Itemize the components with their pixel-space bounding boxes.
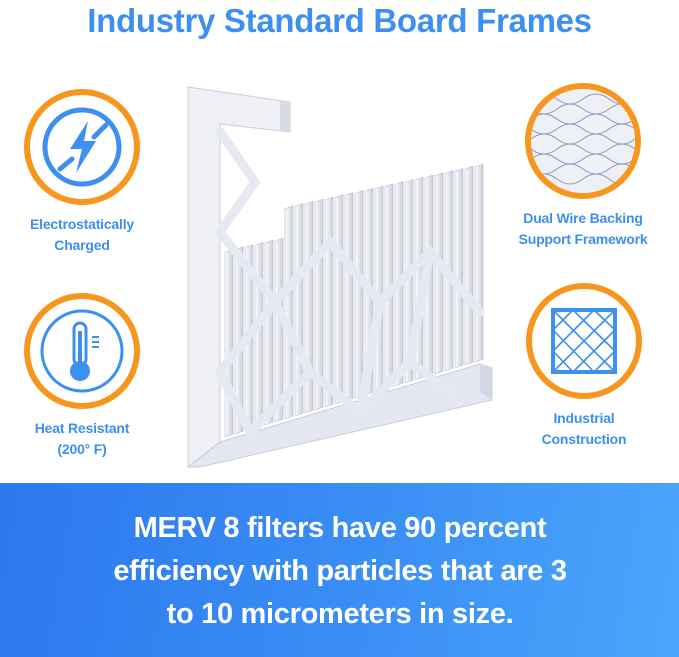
filter-pleat	[344, 192, 354, 402]
grid-frame-icon	[526, 283, 642, 399]
filter-pleat	[234, 246, 244, 435]
feature-label: Dual Wire Backing	[523, 210, 643, 226]
info-banner: MERV 8 filters have 90 percent efficienc…	[0, 483, 679, 657]
thermometer-icon	[24, 293, 140, 409]
feature-heat-resistant: Heat Resistant (200° F)	[0, 293, 167, 460]
filter-pleat	[284, 205, 294, 420]
filter-pleat	[264, 239, 274, 426]
filter-pleat	[254, 241, 264, 429]
banner-line: MERV 8 filters have 90 percent	[133, 512, 547, 544]
filter-pleat	[224, 248, 234, 438]
filter-pleat	[374, 185, 384, 393]
filter-pleat	[474, 163, 484, 363]
filter-pleat	[334, 194, 344, 405]
banner-line: efficiency with particles that are 3	[113, 555, 567, 587]
filter-pleat	[454, 167, 464, 369]
lightning-bolt-icon	[24, 89, 140, 205]
filter-pleat	[354, 189, 364, 399]
filter-pleat	[464, 165, 474, 366]
banner-line: to 10 micrometers in size.	[166, 598, 514, 630]
feature-electrostatic: Electrostatically Charged	[0, 89, 167, 256]
air-filter-image	[186, 86, 493, 469]
filter-pleat	[434, 172, 444, 375]
page-title: Industry Standard Board Frames	[87, 2, 592, 39]
feature-label: Charged	[54, 237, 110, 253]
feature-label: Construction	[541, 431, 627, 447]
feature-label: Electrostatically	[30, 216, 134, 232]
filter-pleat	[384, 183, 394, 390]
feature-label: Support Framework	[518, 231, 648, 247]
feature-label: Heat Resistant	[34, 420, 130, 436]
filter-pleat	[274, 237, 284, 423]
feature-industrial: Industrial Construction	[499, 283, 669, 450]
wire-mesh-photo	[525, 83, 641, 199]
feature-label: (200° F)	[57, 441, 107, 457]
feature-dual-wire: Dual Wire Backing Support Framework	[498, 83, 668, 250]
feature-label: Industrial	[553, 410, 615, 426]
filter-pleat	[324, 196, 334, 408]
